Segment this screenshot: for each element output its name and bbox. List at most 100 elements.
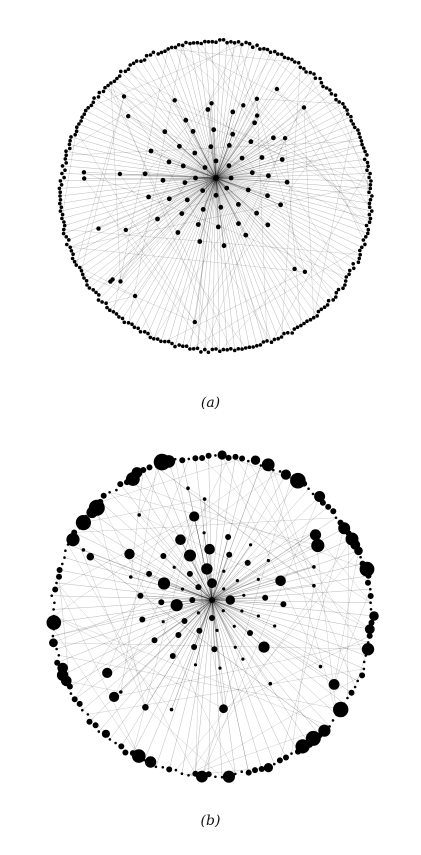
cluster-node [279,157,285,162]
edge [61,127,77,219]
perimeter-node [148,335,153,340]
caption-a: (a) [200,395,221,411]
perimeter-node [221,347,226,352]
edge [271,170,368,343]
perimeter-node [254,344,259,348]
cluster-node [195,222,201,227]
edge [128,116,217,179]
perimeter-node [64,153,68,157]
edge [215,177,257,214]
perimeter-node [53,601,56,605]
perimeter-node [134,59,139,63]
edge [74,516,195,700]
perimeter-node [184,344,189,349]
edge [211,599,320,736]
edge [211,599,259,617]
edge [119,173,217,179]
edge [211,528,345,601]
perimeter-node [272,337,277,342]
cluster-node [166,159,172,165]
hub-node [209,597,215,603]
cluster-node [184,549,196,562]
cluster-node [191,644,198,650]
edge [110,82,121,282]
edge [93,97,217,179]
perimeter-node [100,492,107,499]
edge [125,144,363,231]
edge [128,116,370,223]
edge [215,138,286,179]
perimeter-node [356,260,361,265]
perimeter-node [108,308,112,313]
perimeter-node [354,546,363,556]
edge [199,599,213,631]
perimeter-node [136,326,140,331]
cluster-node [170,599,183,612]
perimeter-node [276,336,281,341]
edge [215,177,239,224]
perimeter-node [269,340,274,345]
cluster-node [148,148,154,154]
perimeter-node [199,41,203,46]
edge [211,599,262,770]
edge [90,556,325,731]
perimeter-node [146,464,153,471]
edge [120,41,239,282]
edge [51,595,213,601]
edge [215,172,253,179]
perimeter-node [119,69,123,74]
edge [198,586,213,601]
edge [303,68,368,171]
edge [276,88,366,237]
perimeter-node [57,186,62,191]
edge [168,161,217,179]
edge [211,470,274,601]
edge [61,177,217,219]
cluster-node [137,592,144,599]
cluster-node [162,129,168,135]
edge [197,103,212,349]
edge [134,177,217,297]
intermediate-node [126,114,131,119]
edge [219,268,295,352]
edge [128,69,217,179]
edge [211,465,262,601]
edge [134,177,217,328]
perimeter-node [232,453,239,460]
cluster-node [232,624,236,628]
cluster-node [189,597,196,603]
edge [211,599,352,693]
edge [211,599,364,670]
intermediate-node [202,497,207,501]
edge [175,47,371,219]
edge [211,599,218,631]
perimeter-node [85,283,89,287]
edge [59,177,217,189]
edge [128,177,217,323]
edge [284,138,302,326]
edge [73,177,217,255]
cluster-node [205,107,211,112]
edge [207,109,217,179]
edge [211,599,275,627]
cluster-node [202,531,206,535]
edge [153,52,217,179]
cluster-node [221,609,225,613]
cluster-node [241,657,245,661]
edge [83,498,205,523]
intermediate-node [312,565,316,569]
cluster-node [157,577,171,590]
perimeter-node [159,339,163,344]
cluster-node [181,618,188,624]
perimeter-node [370,209,374,213]
edge [211,599,310,745]
edge [147,177,217,334]
perimeter-node [333,701,349,718]
edge [119,173,246,349]
edge [64,557,213,601]
perimeter-node [117,74,122,78]
edge [58,576,71,687]
edge [96,507,146,708]
edge [215,177,249,191]
cluster-node [225,595,235,605]
